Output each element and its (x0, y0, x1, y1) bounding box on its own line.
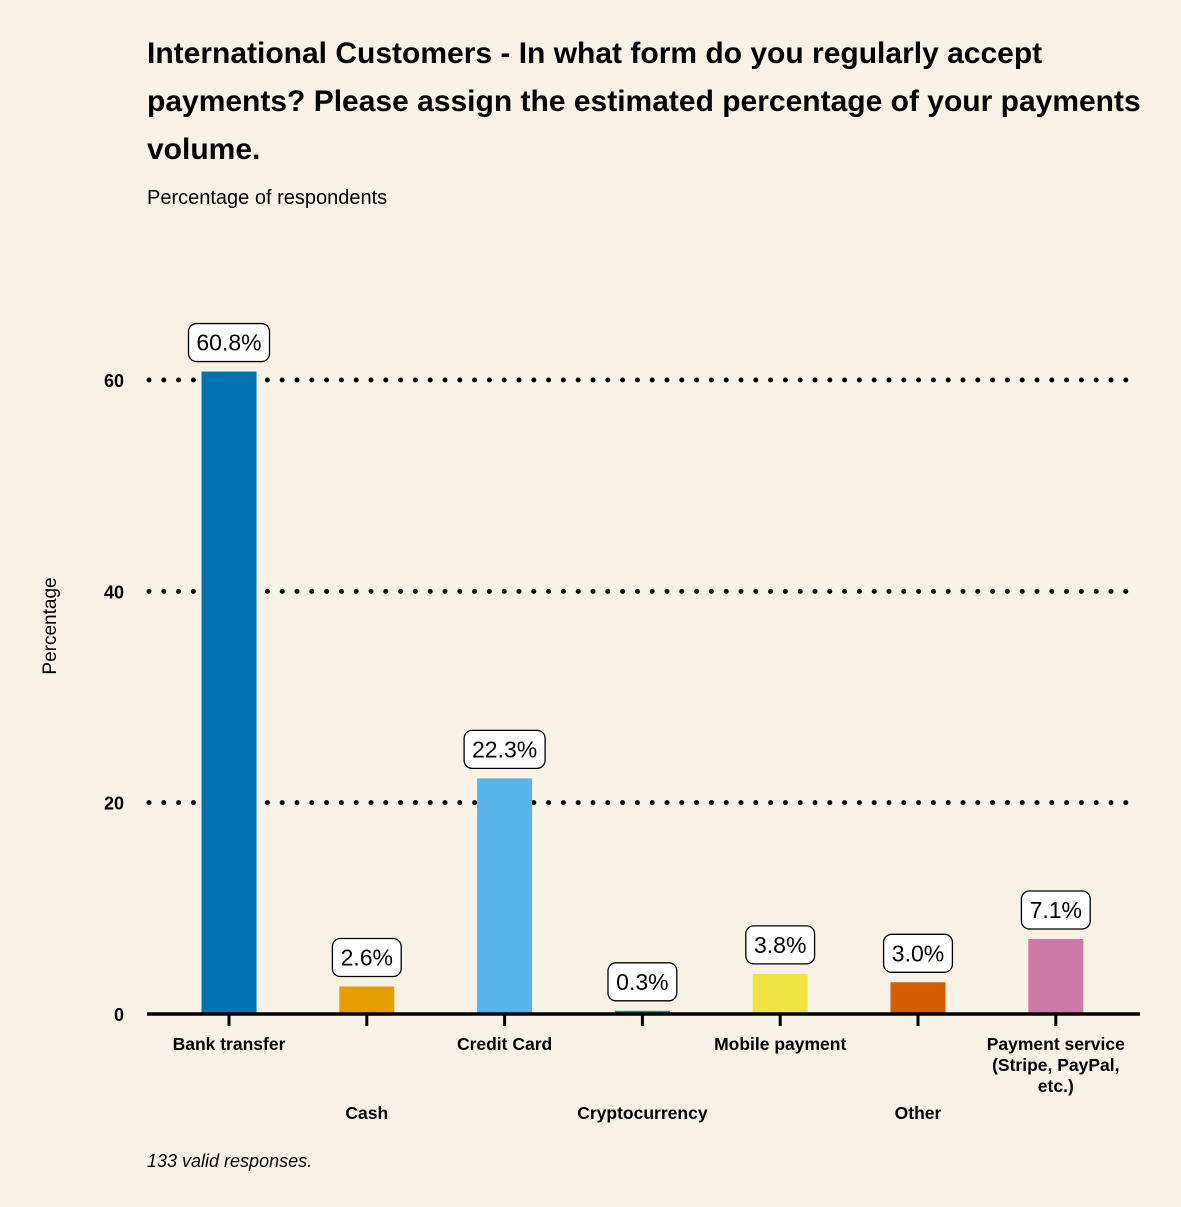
x-category-label: Cryptocurrency (577, 1103, 708, 1123)
bar (1028, 938, 1084, 1014)
y-tick-label: 40 (104, 582, 124, 602)
x-category-label-line: Credit Card (457, 1034, 552, 1054)
value-label-group: 60.8% (187, 322, 271, 363)
y-axis-label: Percentage (40, 577, 61, 674)
value-label: 3.8% (754, 932, 806, 958)
value-label: 7.1% (1030, 897, 1082, 923)
value-label: 60.8% (196, 330, 261, 356)
x-category-label: Mobile payment (714, 1034, 846, 1054)
bars (201, 371, 1084, 1015)
value-label-group: 2.6% (331, 937, 402, 978)
x-category-label: Payment service (Stripe, PayPal, etc.) (987, 1034, 1125, 1096)
chart-title: International Customers - In what form d… (147, 37, 1141, 166)
x-category-label: Bank transfer (173, 1034, 286, 1054)
value-label-box (607, 962, 678, 1002)
value-label: 3.0% (892, 940, 944, 966)
x-category-label-line: Mobile payment (714, 1034, 846, 1054)
bar (201, 371, 257, 1015)
y-tick-label: 60 (104, 371, 124, 391)
value-label-box (331, 937, 402, 978)
value-label: 2.6% (341, 945, 393, 971)
value-label-box (463, 729, 546, 770)
y-axis-ticks: 0 20 40 60 (104, 371, 124, 1025)
x-category-label-line: (Stripe, PayPal, (992, 1055, 1119, 1075)
y-tick-label: 20 (104, 794, 124, 814)
y-tick-label: 0 (114, 1005, 124, 1025)
x-category-label-line: Payment service (987, 1034, 1125, 1054)
value-label-group: 7.1% (1020, 890, 1091, 930)
gridlines (146, 377, 1143, 806)
chart-footnote: 133 valid responses. (147, 1151, 313, 1171)
value-label: 22.3% (472, 736, 537, 762)
x-category-label-line: Other (895, 1103, 942, 1123)
bar (477, 778, 533, 1014)
value-labels: 60.8% 2.6% 22.3% 0.3% 3.8% 3.0% 7.1% (187, 322, 1091, 1002)
value-label-group: 3.0% (882, 933, 954, 973)
x-axis: Bank transfer Cash Credit Card Cryptocurren… (147, 1012, 1140, 1123)
chart-subtitle: Percentage of respondents (147, 187, 388, 209)
x-category-label: Credit Card (457, 1034, 552, 1054)
value-label: 0.3% (616, 969, 668, 995)
x-category-label-line: Cryptocurrency (577, 1103, 708, 1123)
x-category-label-line: etc.) (1038, 1076, 1074, 1096)
bar (752, 973, 808, 1014)
x-category-label: Cash (345, 1103, 388, 1123)
x-category-label-line: Bank transfer (173, 1034, 286, 1054)
value-label-box (882, 933, 954, 973)
value-label-box (1020, 890, 1091, 930)
value-label-group: 22.3% (463, 729, 546, 770)
x-category-label: Other (895, 1103, 942, 1123)
value-label-box (187, 322, 271, 363)
bar (890, 982, 946, 1014)
value-label-box (745, 925, 816, 965)
value-label-group: 0.3% (607, 962, 678, 1002)
bar (339, 986, 395, 1014)
x-category-label-line: Cash (345, 1103, 388, 1123)
value-label-group: 3.8% (745, 925, 816, 965)
